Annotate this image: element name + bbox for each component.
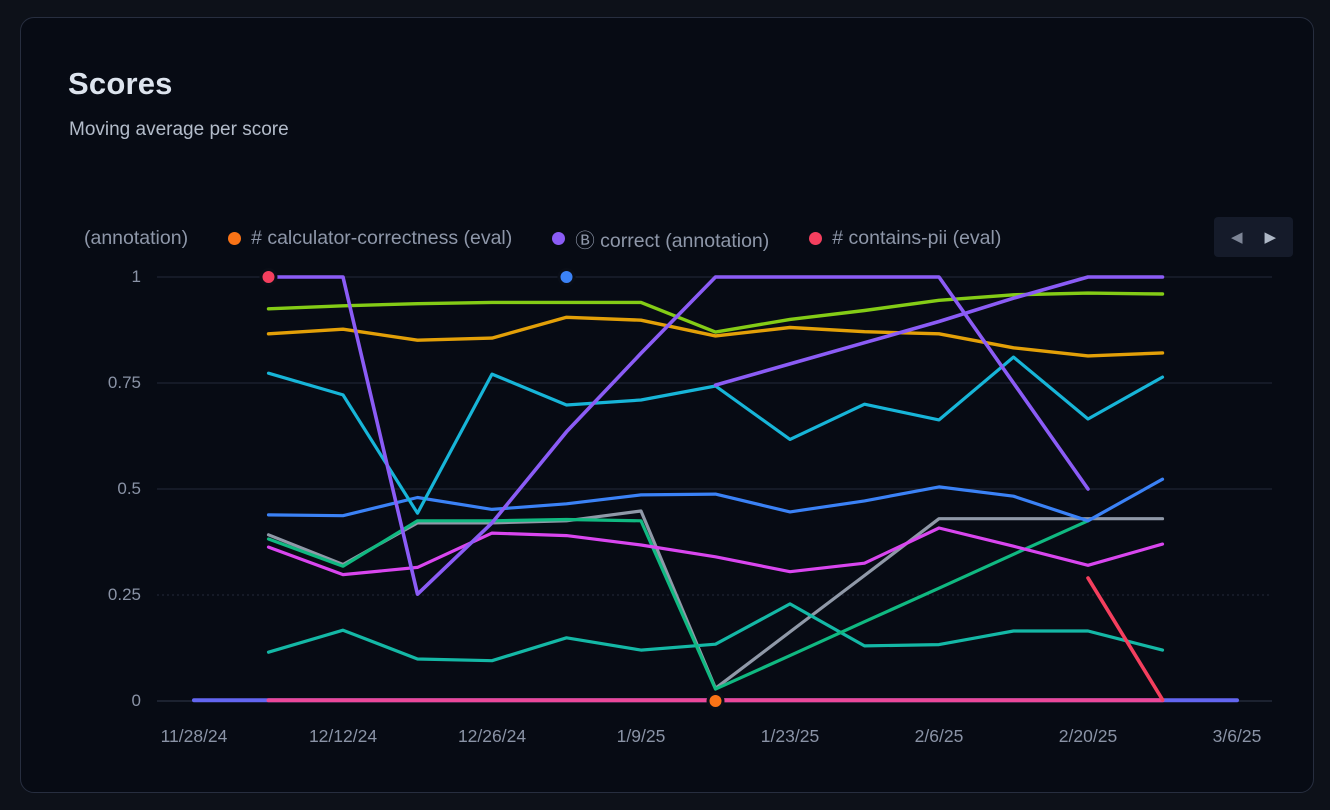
- legend-prev-button[interactable]: ◀: [1227, 228, 1247, 247]
- legend-item-3[interactable]: # contains-pii (eval): [809, 227, 1001, 250]
- y-tick-label: 0: [131, 691, 141, 710]
- series-line-rose-series: [1086, 576, 1165, 702]
- card-subtitle: Moving average per score: [69, 119, 289, 140]
- y-tick-label: 0.5: [117, 479, 141, 498]
- series-line-fuchsia-series: [266, 526, 1165, 577]
- legend-item-2[interactable]: Ⓑ correct (annotation): [552, 224, 769, 253]
- y-tick-label: 0.75: [107, 373, 141, 392]
- legend-dot-icon: [809, 232, 823, 245]
- y-tick-label: 0.25: [107, 585, 141, 604]
- y-tick-label: 1: [131, 267, 141, 286]
- x-tick-label: 11/28/24: [160, 726, 228, 746]
- x-tick-label: 12/12/24: [308, 726, 378, 746]
- legend-item-label: # calculator-correctness (eval): [251, 227, 513, 249]
- series-line-blue-series: [266, 477, 1165, 523]
- chart-legend: (annotation) # calculator-correctness (ev…: [84, 224, 1001, 253]
- series-line-teal-series: [266, 602, 1165, 663]
- scores-card: Scores Moving average per score (annotat…: [20, 17, 1314, 793]
- legend-dot-icon: [552, 232, 566, 245]
- legend-item-label: (annotation): [84, 227, 189, 249]
- series-line-violet-series-a: [266, 275, 1090, 597]
- legend-dot-icon: [228, 232, 242, 245]
- x-tick-label: 12/26/24: [457, 726, 527, 746]
- marker-blue-point[interactable]: [557, 268, 576, 286]
- series-line-violet-series-b: [713, 275, 1165, 387]
- series-line-emerald-series: [266, 517, 1090, 691]
- legend-pager: ◀ ▶: [1214, 217, 1293, 257]
- card-title: Scores: [68, 66, 173, 101]
- series-line-lime-series: [266, 291, 1165, 334]
- x-tick-label: 2/20/25: [1058, 726, 1118, 746]
- legend-item-1[interactable]: # calculator-correctness (eval): [228, 227, 512, 250]
- legend-next-button[interactable]: ▶: [1261, 228, 1281, 247]
- legend-item-label: Ⓑ correct (annotation): [575, 230, 770, 252]
- x-tick-label: 2/6/25: [914, 726, 964, 746]
- x-tick-label: 1/23/25: [760, 726, 820, 746]
- marker-rose-point[interactable]: [259, 268, 278, 286]
- series-line-gold-series: [266, 315, 1165, 358]
- legend-item-label: # contains-pii (eval): [832, 227, 1002, 249]
- series-line-cyan-series: [266, 355, 1165, 515]
- legend-item-0[interactable]: (annotation): [84, 227, 188, 250]
- marker-orange-point[interactable]: [706, 692, 725, 710]
- x-tick-label: 1/9/25: [616, 726, 666, 746]
- x-tick-label: 3/6/25: [1212, 726, 1262, 746]
